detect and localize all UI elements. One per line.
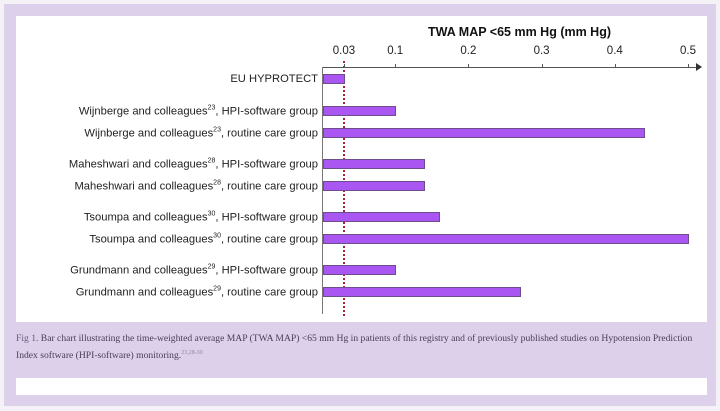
- y-axis-line: [322, 67, 323, 314]
- caption-text: Bar chart illustrating the time-weighted…: [16, 333, 693, 362]
- bar: [323, 159, 426, 169]
- bar-label-group: , HPI-software group: [215, 264, 318, 277]
- x-tick-mark: [688, 64, 689, 68]
- x-tick-label: 0.2: [460, 45, 477, 57]
- bar-label: Wijnberge and colleagues23, HPI-software…: [79, 105, 318, 118]
- bar-label-group: , routine care group: [220, 286, 318, 299]
- bottom-strip: [16, 378, 707, 395]
- bar-label: Tsoumpa and colleagues30, routine care g…: [89, 233, 318, 246]
- bar-label-study: Grundmann and colleagues: [75, 286, 214, 299]
- bar-label: Grundmann and colleagues29, HPI-software…: [70, 264, 318, 277]
- caption-refs: 23,28-30: [181, 350, 203, 356]
- x-tick-mark: [468, 64, 470, 68]
- x-tick-mark: [343, 64, 345, 68]
- x-tick-label: 0.4: [606, 45, 623, 57]
- bar-label-ref: 29: [207, 263, 216, 271]
- figure-frame: TWA MAP <65 mm Hg (mm Hg) 0.03 0.1 0.2 0.3 0…: [4, 4, 716, 406]
- x-tick-mark: [541, 64, 543, 68]
- bar-label: EU HYPROTECT: [230, 73, 318, 85]
- x-axis-arrow-icon: [696, 63, 702, 71]
- bar-label-ref: 30: [213, 232, 221, 240]
- bar-label: Maheshwari and colleagues28, HPI-softwar…: [69, 158, 318, 171]
- x-tick-label: 0.1: [387, 45, 404, 57]
- x-tick-label: 0.03: [332, 45, 356, 57]
- bar: [323, 234, 689, 244]
- bar-label-ref: 30: [207, 210, 216, 218]
- bar-label-study: Maheshwari and colleagues: [74, 180, 214, 193]
- bar-label-study: Wijnberge and colleagues: [78, 105, 208, 118]
- bar-label-ref: 29: [213, 285, 221, 293]
- bar-label-study: Tsoumpa and colleagues: [89, 233, 214, 246]
- bar: [323, 181, 426, 191]
- bar-label: Maheshwari and colleagues28, routine car…: [74, 180, 318, 193]
- bar-label-study: Maheshwari and colleagues: [68, 158, 208, 171]
- bar-label-ref: 28: [207, 157, 216, 165]
- bar-label: Grundmann and colleagues29, routine care…: [76, 286, 318, 299]
- x-tick-mark: [395, 64, 397, 68]
- figure-caption: Fig 1. Bar chart illustrating the time-w…: [16, 332, 706, 363]
- bar: [323, 265, 397, 275]
- bar: [323, 128, 646, 138]
- x-axis-title: TWA MAP <65 mm Hg (mm Hg): [428, 25, 612, 39]
- bar-label-ref: 23: [213, 126, 221, 134]
- bar: [323, 106, 397, 116]
- bar-label-group: , HPI-software group: [215, 105, 318, 118]
- bar-label: Wijnberge and colleagues23, routine care…: [84, 127, 318, 140]
- x-axis-line: [322, 67, 699, 68]
- x-tick-mark: [614, 64, 616, 68]
- bar-label-study: EU HYPROTECT: [230, 73, 318, 85]
- bar-label-ref: 23: [207, 104, 216, 112]
- bar-label-group: , HPI-software group: [215, 158, 318, 171]
- bar-label-ref: 28: [213, 179, 221, 187]
- bar-label-group: , HPI-software group: [215, 211, 318, 224]
- x-tick-label: 0.5: [680, 45, 696, 57]
- bar: [323, 74, 345, 84]
- chart-panel: TWA MAP <65 mm Hg (mm Hg) 0.03 0.1 0.2 0.3 0…: [16, 16, 707, 322]
- bar-label-group: , routine care group: [220, 233, 318, 246]
- bar-label-study: Grundmann and colleagues: [70, 264, 208, 277]
- bar-label: Tsoumpa and colleagues30, HPI-software g…: [84, 211, 318, 224]
- x-tick-label: 0.3: [533, 45, 550, 57]
- bar-label-group: , routine care group: [220, 180, 318, 193]
- bar-label-study: Wijnberge and colleagues: [84, 127, 214, 140]
- bar-label-group: , routine care group: [220, 127, 318, 140]
- caption-fig-label: Fig 1.: [16, 333, 39, 344]
- bar-label-study: Tsoumpa and colleagues: [83, 211, 208, 224]
- bar: [323, 287, 521, 297]
- bar: [323, 212, 441, 222]
